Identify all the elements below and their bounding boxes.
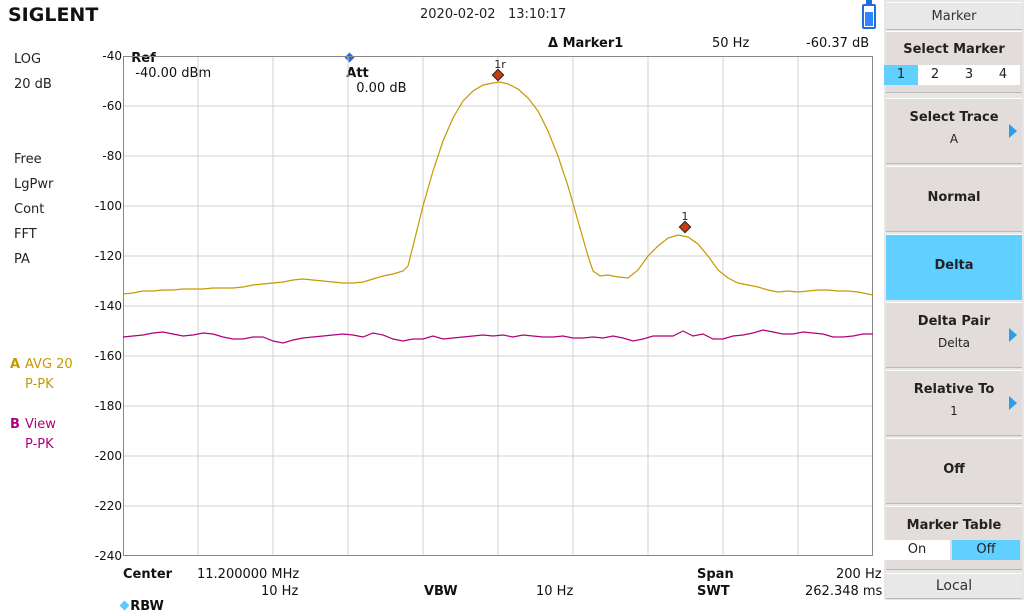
menu-title-label: Marker [931, 9, 977, 24]
marker-table-label: Marker Table [906, 518, 1002, 533]
y-tick: -80 [102, 149, 122, 163]
scale-type: LOG [14, 52, 42, 67]
trace-a-mode: AVG 20 [25, 357, 73, 372]
relative-to-softkey[interactable]: Relative To 1 [886, 370, 1022, 436]
vbw-label: VBW [424, 584, 458, 599]
select-marker-softkey[interactable]: Select Marker 1 2 3 4 [884, 31, 1022, 93]
trace-b-line [123, 329, 873, 344]
att-label: Att [346, 66, 369, 81]
off-label: Off [943, 462, 965, 477]
detector-mode: LgPwr [14, 177, 54, 192]
trace-a-line [123, 81, 873, 296]
rbw-diamond-icon [119, 600, 130, 611]
y-tick: -200 [94, 449, 122, 463]
y-tick: -240 [94, 549, 122, 563]
local-label: Local [935, 578, 973, 594]
trace-b-mode: View [25, 417, 56, 432]
select-trace-softkey[interactable]: Select Trace A [886, 98, 1022, 164]
spectrum-display[interactable]: 1r 1 [123, 56, 873, 556]
ref-label: Ref [131, 51, 156, 66]
center-label: Center [123, 567, 173, 582]
marker-1r-label: 1r [494, 58, 506, 71]
delta-marker-value: -60.37 dB [806, 36, 870, 51]
chevron-right-icon [1009, 328, 1017, 342]
trace-a-letter: A [10, 357, 21, 372]
trace-b-detector: P-PK [25, 437, 54, 452]
center-value[interactable]: 11.200000 MHz [197, 567, 300, 582]
local-button[interactable]: Local [886, 573, 1022, 599]
select-trace-label: Select Trace [909, 110, 999, 125]
delta-pair-softkey[interactable]: Delta Pair Delta [886, 302, 1022, 368]
marker-table-toggle: On Off [884, 540, 1020, 560]
cont-mode: Cont [14, 202, 45, 217]
battery-icon [862, 0, 876, 29]
span-label: Span [697, 567, 734, 582]
y-tick: -160 [94, 349, 122, 363]
attenuation-readout[interactable]: Att 0.00 dB [338, 36, 407, 96]
chevron-right-icon [1009, 396, 1017, 410]
swt-label: SWT [697, 584, 730, 599]
rbw-readout[interactable]: RBW [113, 584, 164, 614]
fft-mode: FFT [14, 227, 37, 242]
marker-1-label: 1 [682, 210, 689, 223]
att-value: 0.00 dB [356, 81, 407, 96]
marker-option-2[interactable]: 2 [918, 65, 952, 85]
span-value[interactable]: 200 Hz [836, 567, 882, 582]
y-tick: -40 [102, 49, 122, 63]
scale-div: 20 dB [14, 77, 52, 92]
y-tick: -140 [94, 299, 122, 313]
marker-selector: 1 2 3 4 [884, 65, 1020, 85]
preamp-mode: PA [14, 252, 30, 267]
delta-marker-freq: 50 Hz [712, 36, 750, 51]
normal-softkey[interactable]: Normal [886, 166, 1022, 232]
y-tick: -180 [94, 399, 122, 413]
relative-to-value: 1 [950, 404, 958, 418]
ref-value: -40.00 dBm [135, 66, 212, 81]
delta-label: Delta [934, 258, 974, 273]
y-tick: -120 [94, 249, 122, 263]
trace-b-letter: B [10, 417, 20, 432]
marker-1[interactable]: 1 [678, 210, 692, 234]
y-tick: -100 [94, 199, 122, 213]
marker-table-on[interactable]: On [884, 540, 950, 560]
marker-option-3[interactable]: 3 [952, 65, 986, 85]
menu-title: Marker [886, 2, 1022, 30]
rbw-label: RBW [130, 599, 164, 614]
select-trace-value: A [949, 132, 959, 146]
siglent-logo: SIGLENT [8, 4, 99, 26]
rbw-value: 10 Hz [261, 584, 299, 599]
marker-1r[interactable]: 1r [491, 58, 506, 82]
graticule [123, 56, 873, 556]
marker-option-4[interactable]: 4 [986, 65, 1020, 85]
swt-value[interactable]: 262.348 ms [805, 584, 883, 599]
delta-marker-label: Δ Marker1 [548, 36, 624, 51]
delta-pair-label: Delta Pair [917, 314, 991, 329]
datetime: 2020-02-02 13:10:17 [420, 7, 567, 22]
chevron-right-icon [1009, 124, 1017, 138]
marker-table-off[interactable]: Off [952, 540, 1020, 560]
relative-to-label: Relative To [913, 382, 995, 397]
delta-softkey[interactable]: Delta [886, 234, 1022, 300]
sweep-mode: Free [14, 152, 42, 167]
graticule-border [123, 56, 873, 556]
ref-level-readout[interactable]: Ref -40.00 dBm [123, 36, 211, 81]
y-tick: -220 [94, 499, 122, 513]
y-tick: -60 [102, 99, 122, 113]
marker-table-softkey[interactable]: Marker Table On Off [884, 506, 1022, 570]
select-marker-label: Select Marker [903, 42, 1005, 57]
vbw-value[interactable]: 10 Hz [536, 584, 574, 599]
delta-pair-value: Delta [937, 336, 970, 350]
normal-label: Normal [927, 190, 981, 205]
marker-option-1[interactable]: 1 [884, 65, 918, 85]
off-softkey[interactable]: Off [886, 438, 1022, 504]
trace-a-detector: P-PK [25, 377, 54, 392]
